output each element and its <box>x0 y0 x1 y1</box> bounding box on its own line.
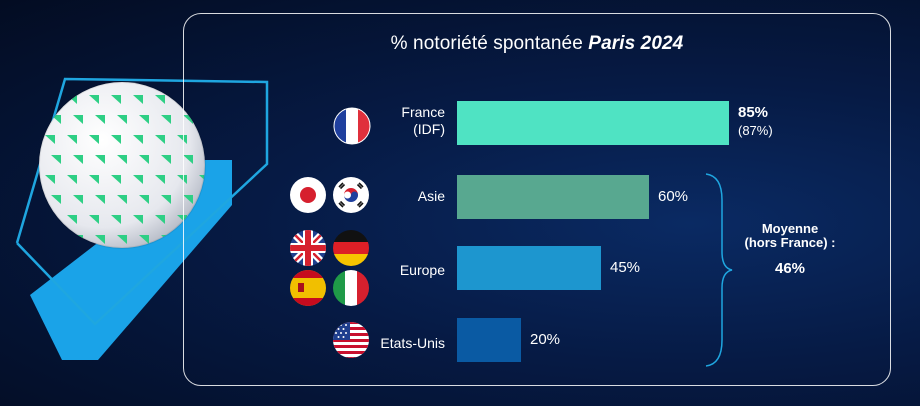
ball-pattern-mark <box>117 195 127 204</box>
blue-outline-shape <box>15 77 269 326</box>
ball-pattern-mark <box>95 155 105 164</box>
value-label-europe: 45% <box>610 259 641 276</box>
category-label-france-line2: (IDF) <box>413 121 445 137</box>
italy-flag-icon <box>333 270 369 306</box>
japan-flag-icon <box>290 177 326 213</box>
ball-pattern-mark <box>73 195 83 204</box>
ball-pattern-mark <box>73 155 83 164</box>
ball-pattern-mark <box>89 95 99 104</box>
ball-pattern-mark <box>95 115 105 124</box>
ball-pattern-mark <box>117 115 127 124</box>
ball-pattern-mark <box>51 155 61 164</box>
chart-title-prefix: % notoriété spontanée <box>390 33 583 54</box>
ball-pattern-mark <box>95 195 105 204</box>
germany-flag-icon <box>333 230 369 266</box>
category-label-france: France (IDF) <box>345 104 445 138</box>
ball-pattern-mark <box>67 175 77 184</box>
ball-pattern-mark <box>89 135 99 144</box>
bar-asie <box>457 175 649 219</box>
value-label-usa: 20% <box>530 331 561 348</box>
ball-pattern-mark <box>89 175 99 184</box>
ball-pattern-mark <box>51 195 61 204</box>
uk-flag-icon <box>290 230 326 266</box>
ball-pattern-mark <box>133 215 143 224</box>
ball-pattern-mark <box>139 195 149 204</box>
ball-pattern-mark <box>67 215 77 224</box>
value-label-france-secondary: (87%) <box>738 123 773 138</box>
spain-flag-icon <box>290 270 326 306</box>
ball-pattern-mark <box>155 95 165 104</box>
ball-pattern-mark <box>139 235 149 244</box>
south-korea-flag-icon <box>333 177 369 213</box>
ball-pattern-mark <box>117 155 127 164</box>
ball-pattern-mark <box>155 135 165 144</box>
ball-pattern-mark <box>139 115 149 124</box>
category-label-france-line1: France <box>401 104 445 120</box>
ball-pattern-mark <box>45 135 55 144</box>
chart-title: % notoriété spontanée Paris 2024 <box>183 33 891 55</box>
ball-pattern-mark <box>67 135 77 144</box>
ball-pattern-mark <box>161 115 171 124</box>
ball-pattern-mark <box>111 215 121 224</box>
average-annotation: Moyenne (hors France) : 46% <box>735 221 845 277</box>
ball-pattern-mark <box>161 195 171 204</box>
ball-pattern-mark <box>111 135 121 144</box>
average-label-line2: (hors France) : <box>744 235 836 250</box>
category-label-usa: Etats-Unis <box>380 335 445 351</box>
chart-title-emphasis: Paris 2024 <box>588 33 684 54</box>
value-label-france: 85% (87%) <box>738 104 773 140</box>
category-label-europe: Europe <box>399 262 445 278</box>
average-bracket-line <box>705 173 733 367</box>
ball-pattern-mark <box>117 235 127 244</box>
ball-pattern-mark <box>177 135 187 144</box>
ball-pattern-mark <box>155 175 165 184</box>
chart-panel <box>183 13 891 386</box>
usa-flag-icon <box>333 322 369 358</box>
france-flag-icon <box>333 107 371 145</box>
ball-pattern-mark <box>139 155 149 164</box>
ball-pattern-mark <box>183 195 193 204</box>
ball-pattern-mark <box>73 115 83 124</box>
ball-pattern-mark <box>89 215 99 224</box>
ball-pattern-mark <box>155 215 165 224</box>
ball-pattern-mark <box>111 175 121 184</box>
bar-usa <box>457 318 521 362</box>
average-value: 46% <box>774 260 806 277</box>
ball-pattern-mark <box>183 155 193 164</box>
ball-pattern-mark <box>111 95 121 104</box>
bar-france <box>457 101 729 145</box>
ball-pattern-mark <box>45 175 55 184</box>
ball-pattern-mark <box>133 175 143 184</box>
value-label-france-main: 85% <box>738 104 769 121</box>
ball-pattern-mark <box>177 175 187 184</box>
bar-europe <box>457 246 601 290</box>
ball-pattern-mark <box>95 235 105 244</box>
ball-pattern-mark <box>133 135 143 144</box>
value-label-asie: 60% <box>658 188 689 205</box>
ball-pattern-mark <box>161 155 171 164</box>
category-label-asie: Asie <box>417 188 445 204</box>
average-label-line1: Moyenne <box>761 221 819 236</box>
ball-pattern-mark <box>133 95 143 104</box>
